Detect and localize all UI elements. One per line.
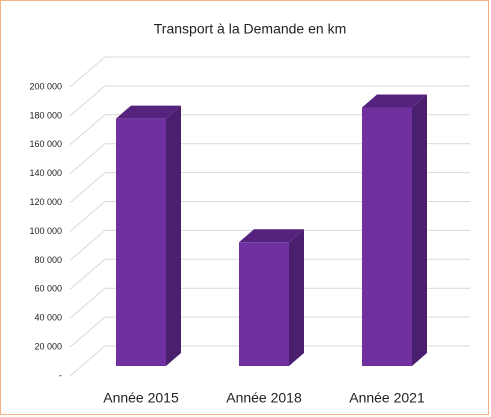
grid-line <box>69 172 470 203</box>
y-tick-label: 80 000 <box>34 255 62 265</box>
bar-side <box>289 229 304 366</box>
bar-top <box>362 94 427 108</box>
x-tick-label: Année 2018 <box>226 390 302 406</box>
y-tick-label: 40 000 <box>34 313 62 323</box>
y-tick-label: 100 000 <box>29 226 62 236</box>
grid-line <box>69 316 470 348</box>
bar-side <box>412 94 427 367</box>
y-tick-label: 120 000 <box>29 197 62 207</box>
bar-top <box>116 105 181 119</box>
y-tick-label: 140 000 <box>29 168 62 178</box>
grid-line <box>69 345 470 377</box>
x-tick-label: Année 2015 <box>103 390 179 406</box>
grid-line <box>69 201 470 232</box>
bar <box>362 94 427 367</box>
x-tick-label: Année 2021 <box>349 390 425 406</box>
bar-side <box>166 105 181 366</box>
bar <box>239 229 304 366</box>
y-tick-label: 60 000 <box>34 284 62 294</box>
bar-front <box>116 118 166 366</box>
bar-top <box>239 229 304 243</box>
chart-title: Transport à la Demande en km <box>154 21 346 37</box>
bar-front <box>239 242 289 366</box>
bar <box>116 105 181 366</box>
grid-line <box>69 258 470 290</box>
grid-line <box>69 56 470 88</box>
grid-line <box>69 287 470 319</box>
grid-line <box>69 85 470 117</box>
y-tick-label: 20 000 <box>34 341 62 351</box>
bar-front <box>362 107 412 367</box>
y-tick-label: 200 000 <box>29 81 62 91</box>
grid-line <box>69 114 470 146</box>
y-tick-label: 180 000 <box>29 110 62 120</box>
y-tick-label: 160 000 <box>29 139 62 149</box>
grid-line <box>69 229 470 261</box>
y-tick-label: - <box>59 370 62 380</box>
grid-line <box>69 143 470 175</box>
